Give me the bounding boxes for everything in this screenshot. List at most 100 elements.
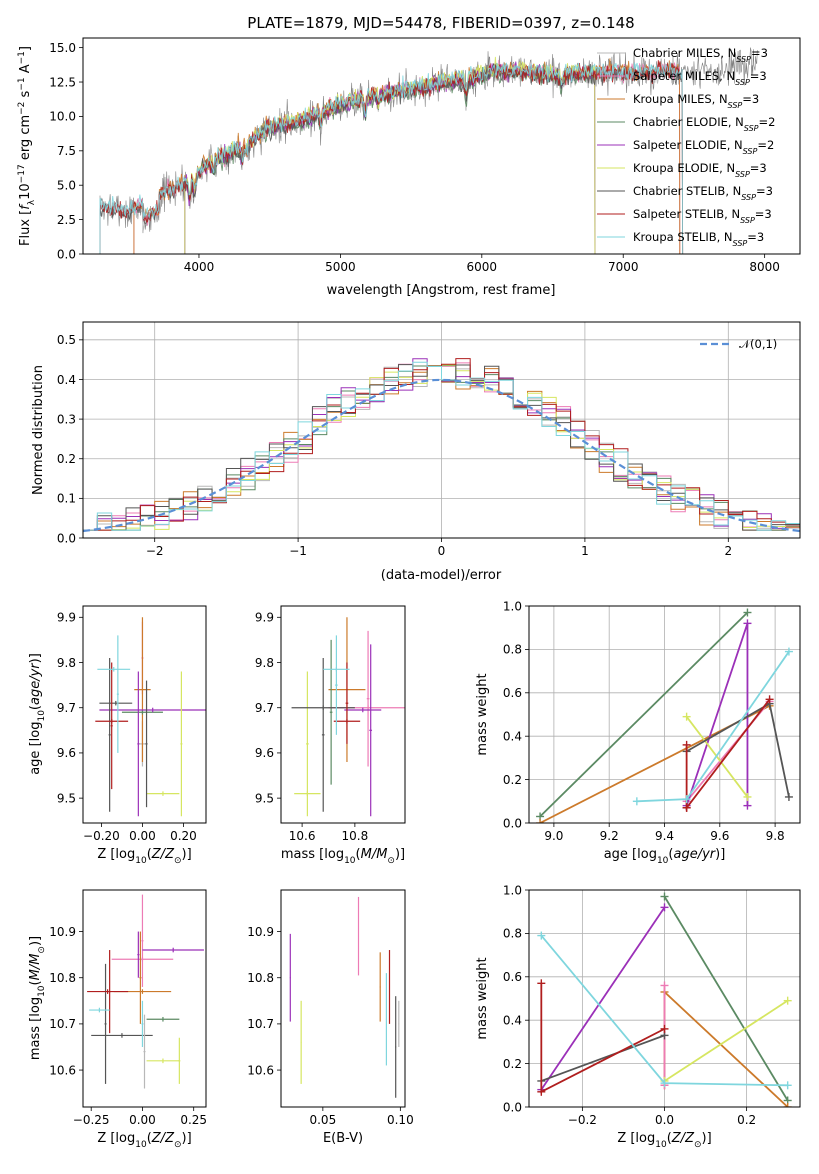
x-tick-label: 9.6: [710, 829, 729, 843]
errorbar-point: [99, 707, 206, 713]
panel-age-vs-z: −0.20 0.00 0.20 9.5 9.6 9.7 9.8 9.9 Z [log10(Z/Z…: [28, 605, 207, 866]
normal-reference-curve: [83, 378, 800, 533]
y-tick-label: 10.6: [247, 1063, 274, 1077]
errorbar-point: [143, 1014, 146, 1089]
weight-marker: [536, 819, 545, 823]
legend-entry: Salpeter ELODIE, NSSP=2: [633, 138, 774, 156]
weight-marker: [783, 1103, 792, 1107]
weight-marker: [682, 740, 691, 749]
spectrum-legend: Chabrier MILES, NSSP=3 Salpeter MILES, NS…: [597, 46, 775, 248]
errorbar-point: [142, 947, 204, 953]
errorbar-point: [121, 709, 163, 715]
errorbar-point: [141, 1000, 144, 1047]
weight-line: [541, 1034, 665, 1082]
panel-spectrum: 4000 5000 6000 7000 8000 0.0 2.5 5.0 7.5 10.0 12.5…: [17, 14, 801, 298]
x-tick-label: 0.2: [737, 1113, 756, 1127]
errorbar-point: [398, 1000, 400, 1047]
legend-entry: Salpeter STELIB, NSSP=3: [633, 207, 772, 225]
weight-marker: [743, 792, 752, 801]
y-tick-label: 5.0: [57, 179, 76, 193]
weight-marker: [660, 903, 669, 912]
weight-marker: [660, 1024, 669, 1033]
y-tick-label: 0.0: [57, 247, 76, 261]
errorbar-point: [139, 931, 142, 1024]
panel-mass-vs-ebv: 0.05 0.10 10.6 10.7 10.8 10.9 E(B-V): [247, 889, 414, 1146]
y-tick-label: 0.5: [57, 333, 76, 347]
y-axis-label: Flux [fλ10−17 erg cm−2 s−1 A−1]: [17, 46, 37, 246]
errorbar-point: [335, 635, 338, 735]
y-tick-label: 9.8: [57, 656, 76, 670]
y-tick-label: 0.0: [503, 1100, 522, 1114]
x-axis-label: (data-model)/error: [381, 568, 502, 583]
weight-marker: [537, 979, 546, 988]
legend-entry: 𝒩(0,1): [739, 337, 777, 351]
x-tick-label: 4000: [184, 260, 215, 274]
errorbar-point: [385, 973, 387, 1066]
y-tick-label: 9.6: [255, 746, 274, 760]
y-tick-label: 10.7: [247, 1017, 274, 1031]
axes-frame: [82, 889, 207, 1108]
y-tick-label: 9.6: [57, 746, 76, 760]
plot-area-weight-vs-age: [536, 608, 793, 823]
weight-line: [539, 611, 749, 818]
x-tick-label: 0.20: [170, 829, 197, 843]
errorbar-point: [145, 680, 148, 808]
weight-marker: [783, 996, 792, 1005]
legend-entry: Kroupa STELIB, NSSP=3: [633, 230, 764, 248]
weight-marker: [632, 797, 641, 806]
x-axis-label: E(B-V): [323, 1131, 363, 1146]
y-tick-label: 2.5: [57, 213, 76, 227]
weight-marker: [660, 981, 669, 990]
errorbar-point: [116, 635, 119, 753]
y-tick-label: 0.6: [503, 970, 522, 984]
plot-area-mass-vs-ebv: [289, 896, 400, 1098]
legend-entry: Chabrier ELODIE, NSSP=2: [633, 115, 775, 133]
panel-weight-vs-z: −0.2 0.0 0.2 0.0 0.2 0.4 0.6 0.8 1.0 Z [log10(Z/Z…: [475, 883, 801, 1150]
weight-line: [685, 698, 771, 811]
errorbar-point: [137, 671, 140, 817]
errorbar-point: [110, 662, 113, 790]
panel-weight-vs-age: 9.0 9.2 9.4 9.6 9.8 0.0 0.2 0.4 0.6 0.8 1.0 age [lo…: [475, 599, 801, 866]
x-tick-label: −1: [289, 544, 307, 558]
y-tick-label: 9.5: [255, 791, 274, 805]
errorbar-point: [104, 963, 107, 1084]
x-tick-label: 0.0: [655, 1113, 674, 1127]
y-tick-label: 1.0: [503, 883, 522, 897]
errorbar-point: [366, 630, 370, 767]
legend-entry: Chabrier STELIB, NSSP=3: [633, 184, 773, 202]
weight-marker: [660, 892, 669, 901]
errorbar-point: [146, 1058, 180, 1064]
y-tick-label: 9.9: [255, 611, 274, 625]
x-tick-label: −0.2: [568, 1113, 597, 1127]
weight-marker: [743, 619, 752, 628]
chart-title: PLATE=1879, MJD=54478, FIBERID=0397, z=0…: [247, 14, 634, 32]
model-spectrum-kroupa-stelib: [99, 62, 684, 254]
x-axis-label: Z [log10(Z/Z⊙)]: [97, 1131, 191, 1150]
weight-marker: [660, 1079, 669, 1088]
y-tick-label: 0.0: [57, 531, 76, 545]
y-axis-label: mass weight: [475, 673, 490, 755]
x-axis-label: wavelength [Angstrom, rest frame]: [327, 283, 556, 298]
errorbar-point: [99, 700, 133, 706]
errorbar-point: [111, 956, 174, 962]
x-tick-label: 7000: [608, 260, 639, 274]
x-tick-label: 8000: [749, 260, 780, 274]
weight-marker: [682, 803, 691, 812]
errorbar-point: [108, 950, 111, 1034]
errorbar-point: [345, 662, 349, 744]
y-tick-label: 10.9: [247, 925, 274, 939]
x-tick-label: 0.00: [129, 829, 156, 843]
errorbar-point: [321, 657, 325, 812]
legend-entry: Chabrier MILES, NSSP=3: [633, 46, 768, 64]
y-tick-label: 7.5: [57, 144, 76, 158]
errorbar-point: [306, 671, 309, 817]
x-axis-label: Z [log10(Z/Z⊙)]: [617, 1131, 711, 1150]
errorbar-point: [146, 1016, 180, 1022]
y-tick-label: 10.0: [49, 110, 76, 124]
x-tick-label: 1: [581, 544, 589, 558]
y-tick-label: 0.3: [57, 412, 76, 426]
x-tick-label: 5000: [325, 260, 356, 274]
errorbar-point: [300, 1000, 302, 1084]
y-tick-label: 15.0: [49, 41, 76, 55]
y-tick-label: 0.2: [57, 452, 76, 466]
